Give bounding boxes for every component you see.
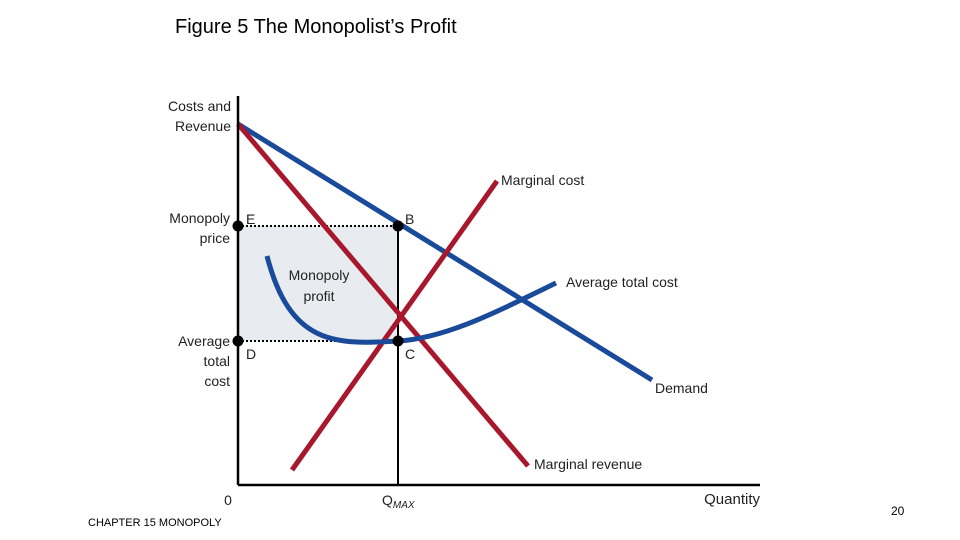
monopoly-price-label-1: Monopoly bbox=[169, 210, 230, 226]
point-c-dot bbox=[392, 335, 404, 347]
slide-title: Figure 5 The Monopolist’s Profit bbox=[175, 16, 457, 38]
atc-label-1: Average bbox=[178, 333, 230, 349]
marginal-revenue-label: Marginal revenue bbox=[534, 456, 642, 472]
marginal-cost-curve bbox=[289, 179, 500, 472]
point-e-label: E bbox=[246, 211, 255, 227]
origin-label: 0 bbox=[224, 492, 232, 508]
point-c-label: C bbox=[405, 346, 415, 362]
average-total-cost-label: Average total cost bbox=[566, 274, 678, 290]
point-d-label: D bbox=[246, 346, 256, 362]
profit-label-1: Monopoly bbox=[289, 267, 350, 283]
point-e-dot bbox=[232, 220, 244, 232]
point-b-dot bbox=[392, 220, 404, 232]
qmax-sub: MAX bbox=[393, 500, 415, 511]
point-b-label: B bbox=[405, 211, 414, 227]
page-number: 20 bbox=[891, 504, 905, 518]
marginal-revenue-curve bbox=[236, 122, 530, 468]
qmax-q: Q bbox=[382, 492, 393, 508]
footer-chapter: CHAPTER 15 MONOPOLY bbox=[88, 517, 222, 529]
marginal-cost-label: Marginal cost bbox=[501, 172, 584, 188]
atc-label-2: total bbox=[204, 353, 230, 369]
profit-label-2: profit bbox=[303, 288, 334, 304]
qmax-label: QMAX bbox=[382, 492, 415, 511]
x-axis-label: Quantity bbox=[704, 491, 760, 508]
demand-label: Demand bbox=[655, 380, 708, 396]
point-d-dot bbox=[232, 335, 244, 347]
atc-label-3: cost bbox=[204, 373, 230, 389]
y-axis-label-line2: Revenue bbox=[175, 118, 231, 134]
monopoly-price-label-2: price bbox=[200, 230, 231, 246]
y-axis-label-line1: Costs and bbox=[168, 98, 231, 114]
